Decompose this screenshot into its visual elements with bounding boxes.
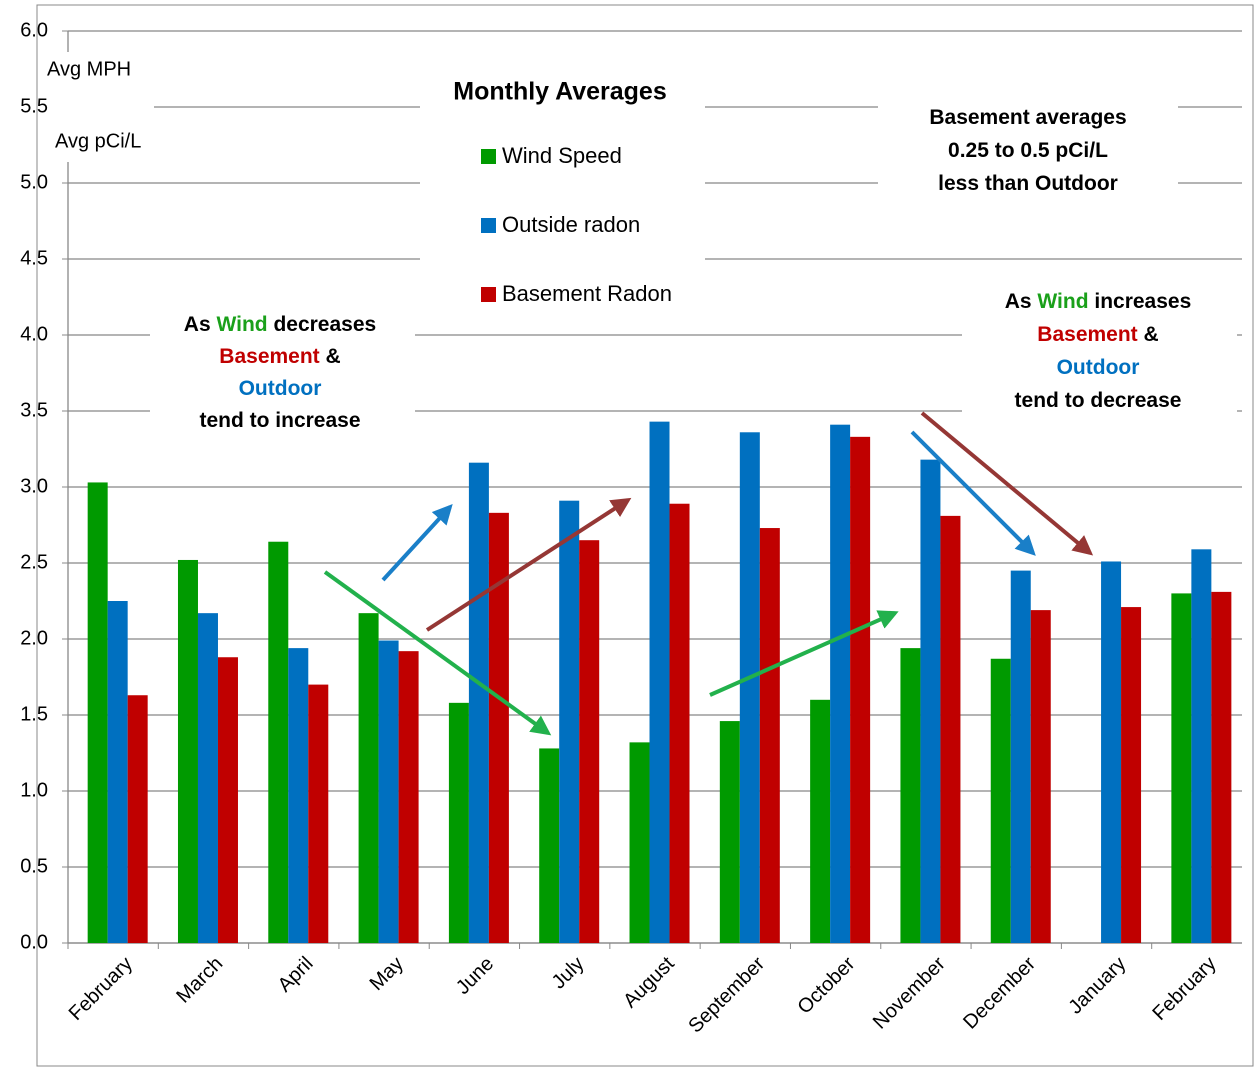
annotation: tend to decrease (1015, 389, 1182, 412)
y-tick-label: 5.0 (20, 171, 48, 193)
bar (990, 658, 1011, 943)
y-tick-label: 0.5 (20, 855, 48, 877)
annotation-run: tend to increase (199, 409, 360, 432)
bar (398, 651, 419, 943)
bar (539, 748, 560, 943)
annotation: Outdoor (1057, 356, 1140, 379)
legend-label: Outside radon (502, 212, 640, 237)
bar (649, 421, 670, 943)
annotation-run: increases (1089, 290, 1192, 313)
y-axis-label: Avg pCi/L (55, 130, 141, 152)
annotation: Basement averages (929, 106, 1126, 129)
annotation-run: tend to decrease (1015, 389, 1182, 412)
y-tick-label: 2.0 (20, 627, 48, 649)
trend-arrows (323, 411, 1094, 736)
bar (468, 462, 489, 943)
annotation: Basement & (1037, 323, 1158, 346)
bar (1211, 591, 1232, 943)
bar (850, 436, 871, 943)
bar (358, 613, 379, 943)
bar (448, 702, 469, 943)
bar (1121, 607, 1142, 943)
y-tick-label: 1.0 (20, 779, 48, 801)
annotation-run: As (1005, 290, 1038, 313)
legend-label: Wind Speed (502, 143, 622, 168)
bar (629, 742, 650, 943)
bar (1191, 549, 1212, 943)
bar (920, 459, 941, 943)
legend-swatch (481, 149, 496, 164)
annotation: Basement & (219, 345, 340, 368)
y-tick-label: 2.5 (20, 551, 48, 573)
annotation-run: Outdoor (239, 377, 322, 400)
bar (87, 482, 108, 943)
y-tick-label: 3.0 (20, 475, 48, 497)
annotation: As Wind decreases (184, 313, 376, 336)
annotation-run: & (320, 345, 341, 368)
bar (830, 424, 851, 943)
bar (1030, 610, 1051, 943)
y-tick-label: 3.5 (20, 399, 48, 421)
legend-label: Basement Radon (502, 281, 672, 306)
bar (268, 541, 289, 943)
y-tick-label: 5.5 (20, 95, 48, 117)
bar (1101, 561, 1122, 943)
bar (669, 503, 690, 943)
bar (127, 695, 148, 943)
bar (739, 432, 760, 943)
bar (719, 721, 740, 943)
annotation-run: Basement (1037, 323, 1137, 346)
bar (559, 500, 580, 943)
bar (308, 684, 329, 943)
annotation: 0.25 to 0.5 pCi/L (948, 139, 1108, 162)
annotation-run: Outdoor (1057, 356, 1140, 379)
annotation-run: Basement averages (929, 106, 1126, 129)
bar (1171, 593, 1192, 943)
y-tick-label: 4.5 (20, 247, 48, 269)
bar (810, 699, 831, 943)
legend-swatch (481, 287, 496, 302)
bar (488, 512, 509, 943)
bar (1010, 570, 1031, 943)
y-tick-label: 4.0 (20, 323, 48, 345)
bar (759, 528, 780, 943)
annotation: tend to increase (199, 409, 360, 432)
annotation: less than Outdoor (938, 172, 1118, 195)
bar (217, 657, 238, 943)
label-backgrounds (44, 52, 1237, 440)
annotation-run: Wind (1037, 290, 1088, 313)
bar (197, 613, 218, 943)
bar (900, 648, 921, 943)
annotation-run: Wind (216, 313, 267, 336)
annotation: Outdoor (239, 377, 322, 400)
annotation: As Wind increases (1005, 290, 1192, 313)
chart-title: Monthly Averages (453, 78, 666, 106)
annotation-run: As (184, 313, 217, 336)
annotation-run: 0.25 to 0.5 pCi/L (948, 139, 1108, 162)
bar (579, 540, 600, 943)
legend-swatch (481, 218, 496, 233)
bar (177, 559, 198, 943)
y-tick-label: 1.5 (20, 703, 48, 725)
bar (378, 640, 399, 943)
y-tick-label: 0.0 (20, 931, 48, 953)
y-axis-label: Avg MPH (47, 58, 131, 80)
annotation-run: less than Outdoor (938, 172, 1118, 195)
bar (940, 515, 961, 943)
bar (107, 601, 128, 943)
bar (288, 648, 309, 943)
y-tick-label: 6.0 (20, 19, 48, 41)
annotation-run: decreases (268, 313, 377, 336)
annotation-run: & (1138, 323, 1159, 346)
annotation-run: Basement (219, 345, 319, 368)
